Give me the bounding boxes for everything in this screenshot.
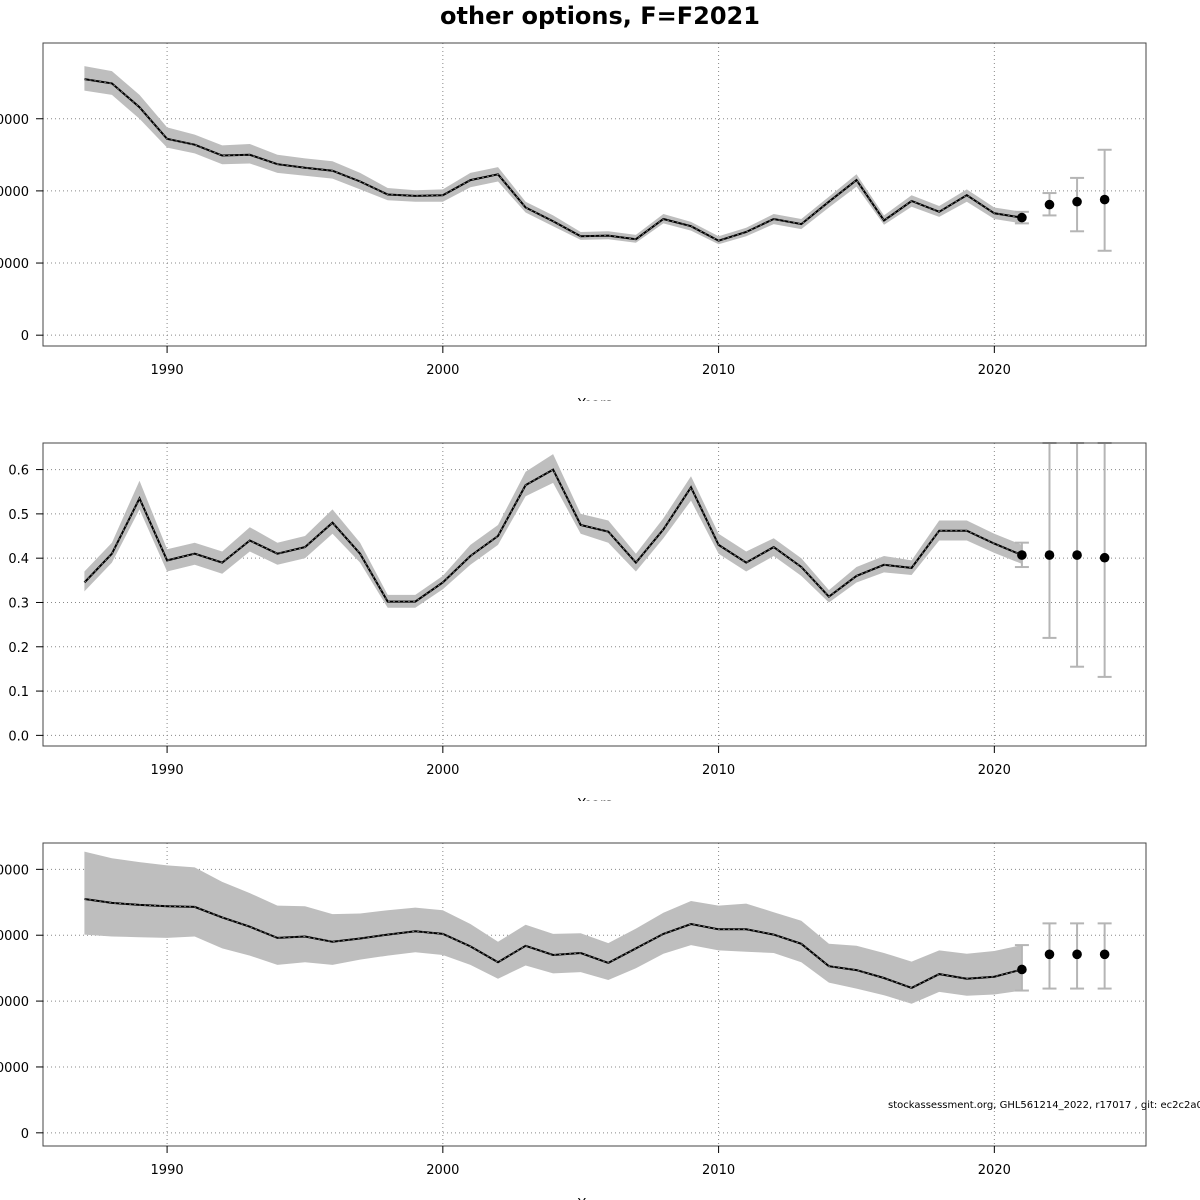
- forecast-point: [1017, 964, 1027, 975]
- x-tick-label: 2010: [702, 763, 735, 778]
- panel-2: 19902000201020200.00.10.20.30.40.50.6Yea…: [0, 442, 1200, 841]
- plot-frame: [42, 842, 1147, 1147]
- x-tick-label: 1990: [151, 763, 184, 778]
- x-tick-label: 1990: [151, 363, 184, 378]
- y-tick-label: 0000: [0, 185, 29, 200]
- x-tick-label: 2020: [978, 763, 1011, 778]
- series-line-dash: [84, 78, 1022, 242]
- label-occluder: [0, 801, 1200, 841]
- x-tick-label: 2020: [978, 363, 1011, 378]
- y-tick-label: 0000: [0, 113, 29, 128]
- y-tick-label: 0.0: [8, 729, 29, 744]
- series-line: [84, 898, 1023, 989]
- confidence-band: [84, 66, 1022, 245]
- x-tick-label: 2000: [426, 763, 459, 778]
- x-tick-label: 2020: [978, 1163, 1011, 1178]
- footer-credit: stockassessment.org, GHL561214_2022, r17…: [888, 1100, 1200, 1111]
- plot-frame: [42, 442, 1147, 747]
- y-tick-label: 0.2: [8, 641, 29, 656]
- y-tick-label: 0.1: [8, 685, 29, 700]
- y-tick-label: 0000: [0, 863, 29, 878]
- series-line: [83, 468, 1023, 603]
- forecast-point: [1017, 212, 1027, 223]
- x-tick-label: 1990: [151, 1163, 184, 1178]
- page-title: other options, F=F2021: [440, 2, 760, 30]
- forecast-point: [1072, 196, 1082, 207]
- forecast-point: [1044, 550, 1055, 560]
- forecast-point: [1099, 552, 1110, 563]
- confidence-band: [84, 454, 1022, 608]
- forecast-point: [1099, 949, 1110, 960]
- x-axis-label: Years: [577, 1197, 613, 1200]
- x-tick-label: 2010: [702, 1163, 735, 1178]
- x-tick-label: 2000: [426, 363, 459, 378]
- panel-1: 19902000201020200000000000000Years: [0, 42, 1200, 441]
- y-tick-label: 0000: [0, 929, 29, 944]
- y-tick-label: 0: [21, 1127, 29, 1142]
- forecast-errorbar: [1042, 442, 1057, 639]
- y-tick-label: 0: [21, 329, 29, 344]
- y-tick-label: 0.4: [8, 552, 29, 567]
- y-tick-label: 0000: [0, 1061, 29, 1076]
- forecast-point: [1044, 199, 1055, 210]
- forecast-point: [1099, 194, 1110, 205]
- confidence-band: [84, 851, 1022, 1004]
- y-tick-label: 0.3: [8, 596, 29, 611]
- x-tick-label: 2000: [426, 1163, 459, 1178]
- forecast-point: [1072, 949, 1082, 960]
- y-tick-label: 0.5: [8, 508, 29, 523]
- forecast-point: [1072, 550, 1082, 560]
- forecast-point: [1017, 550, 1027, 560]
- forecast-point: [1044, 949, 1055, 960]
- series-line-dash: [84, 469, 1023, 602]
- label-occluder: [0, 401, 1200, 441]
- y-tick-label: 0.6: [8, 464, 29, 479]
- panel-3: 199020002010202000000000000000000Years: [0, 842, 1147, 1200]
- x-tick-label: 2010: [702, 363, 735, 378]
- plot-frame: [42, 42, 1147, 347]
- y-tick-label: 0000: [0, 257, 29, 272]
- y-tick-label: 0000: [0, 995, 29, 1010]
